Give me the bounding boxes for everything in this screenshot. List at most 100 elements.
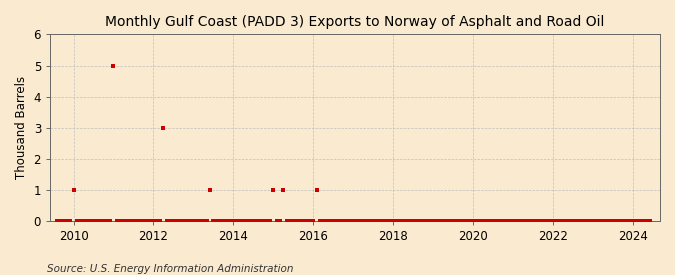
- Point: [358, 219, 369, 224]
- Point: [368, 219, 379, 224]
- Point: [361, 219, 372, 224]
- Point: [135, 219, 146, 224]
- Point: [578, 219, 589, 224]
- Point: [65, 219, 76, 224]
- Point: [171, 219, 182, 224]
- Point: [428, 219, 439, 224]
- Point: [98, 219, 109, 224]
- Point: [364, 219, 375, 224]
- Point: [354, 219, 365, 224]
- Point: [131, 219, 142, 224]
- Point: [268, 188, 279, 192]
- Text: Source: U.S. Energy Information Administration: Source: U.S. Energy Information Administ…: [47, 264, 294, 274]
- Point: [118, 219, 129, 224]
- Point: [234, 219, 245, 224]
- Point: [645, 219, 655, 224]
- Point: [278, 188, 289, 192]
- Point: [551, 219, 562, 224]
- Point: [571, 219, 582, 224]
- Point: [74, 219, 85, 224]
- Point: [392, 219, 402, 224]
- Point: [468, 219, 479, 224]
- Point: [285, 219, 296, 224]
- Point: [95, 219, 105, 224]
- Point: [108, 63, 119, 68]
- Point: [498, 219, 509, 224]
- Point: [254, 219, 265, 224]
- Point: [182, 219, 192, 224]
- Point: [275, 219, 286, 224]
- Point: [495, 219, 506, 224]
- Point: [601, 219, 612, 224]
- Point: [51, 219, 62, 224]
- Point: [232, 219, 242, 224]
- Point: [558, 219, 568, 224]
- Point: [218, 219, 229, 224]
- Point: [564, 219, 575, 224]
- Point: [342, 219, 352, 224]
- Point: [581, 219, 592, 224]
- Point: [338, 219, 349, 224]
- Point: [378, 219, 389, 224]
- Point: [198, 219, 209, 224]
- Point: [148, 219, 159, 224]
- Point: [68, 188, 79, 192]
- Point: [414, 219, 425, 224]
- Point: [611, 219, 622, 224]
- Point: [604, 219, 615, 224]
- Point: [165, 219, 176, 224]
- Point: [301, 219, 312, 224]
- Point: [251, 219, 262, 224]
- Point: [125, 219, 136, 224]
- Point: [105, 219, 115, 224]
- Point: [175, 219, 186, 224]
- Point: [321, 219, 332, 224]
- Point: [454, 219, 465, 224]
- Point: [588, 219, 599, 224]
- Point: [88, 219, 99, 224]
- Point: [545, 219, 556, 224]
- Point: [215, 219, 225, 224]
- Point: [595, 219, 605, 224]
- Point: [478, 219, 489, 224]
- Point: [634, 219, 645, 224]
- Point: [84, 219, 95, 224]
- Point: [471, 219, 482, 224]
- Point: [538, 219, 549, 224]
- Point: [574, 219, 585, 224]
- Point: [331, 219, 342, 224]
- Point: [421, 219, 432, 224]
- Point: [598, 219, 609, 224]
- Point: [461, 219, 472, 224]
- Title: Monthly Gulf Coast (PADD 3) Exports to Norway of Asphalt and Road Oil: Monthly Gulf Coast (PADD 3) Exports to N…: [105, 15, 605, 29]
- Point: [194, 219, 205, 224]
- Point: [335, 219, 346, 224]
- Point: [298, 219, 308, 224]
- Point: [161, 219, 172, 224]
- Point: [348, 219, 359, 224]
- Point: [141, 219, 152, 224]
- Point: [151, 219, 162, 224]
- Point: [618, 219, 628, 224]
- Point: [531, 219, 542, 224]
- Point: [155, 219, 165, 224]
- Point: [401, 219, 412, 224]
- Point: [631, 219, 642, 224]
- Point: [445, 219, 456, 224]
- Point: [475, 219, 485, 224]
- Point: [228, 219, 239, 224]
- Y-axis label: Thousand Barrels: Thousand Barrels: [15, 76, 28, 180]
- Point: [128, 219, 138, 224]
- Point: [548, 219, 559, 224]
- Point: [514, 219, 525, 224]
- Point: [158, 126, 169, 130]
- Point: [291, 219, 302, 224]
- Point: [311, 188, 322, 192]
- Point: [438, 219, 449, 224]
- Point: [394, 219, 405, 224]
- Point: [188, 219, 199, 224]
- Point: [325, 219, 335, 224]
- Point: [541, 219, 552, 224]
- Point: [464, 219, 475, 224]
- Point: [178, 219, 189, 224]
